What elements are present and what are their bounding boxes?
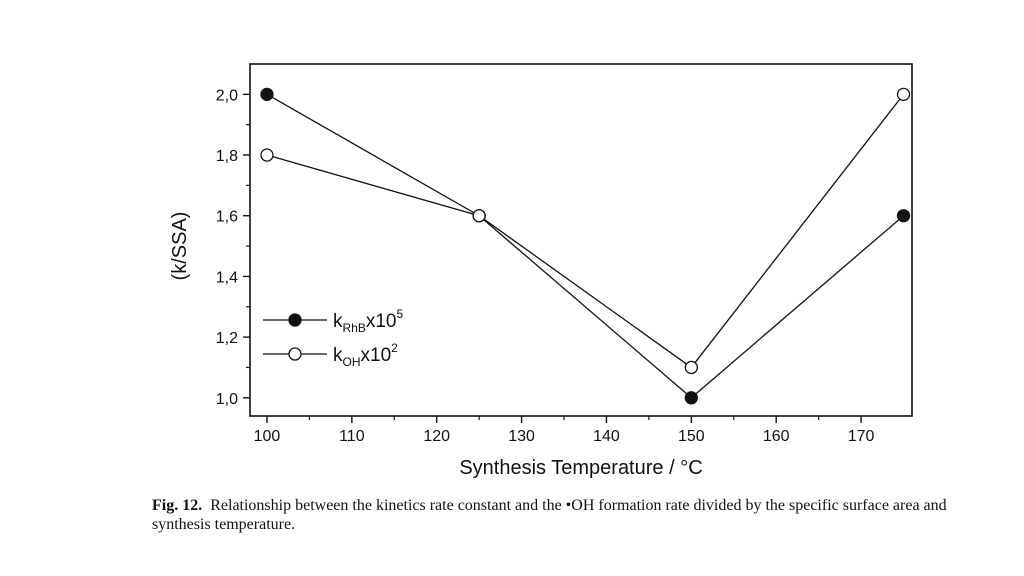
legend: kRhBx105 kOHx102 (263, 307, 403, 369)
series-line-rhb (266, 93, 904, 399)
series-markers (260, 87, 911, 405)
x-tick-label: 130 (508, 428, 535, 445)
x-tick-label: 100 (254, 428, 281, 445)
x-tick-label: 110 (339, 428, 365, 445)
legend-marker (288, 313, 302, 327)
chart: 100 110 120 130 140 150 160 170 1,0 1,2 1,4 1,6 1,8… (169, 63, 913, 479)
legend-marker (288, 347, 302, 361)
y-tick-label: 1,4 (216, 269, 238, 286)
x-tick-label: 160 (763, 428, 790, 445)
y-tick-label: 2,0 (216, 87, 238, 104)
y-tick-label: 1,6 (216, 209, 238, 226)
x-tick-label: 140 (593, 428, 620, 445)
x-axis: 100 110 120 130 140 150 160 170 (254, 416, 875, 445)
y-tick-label: 1,0 (216, 391, 238, 408)
data-point-rhb (896, 209, 911, 223)
x-tick-label: 170 (848, 428, 875, 445)
series-line-oh (266, 93, 905, 369)
plot-area-border (249, 63, 913, 417)
series-lines (266, 93, 905, 399)
legend-label: kRhBx105 (333, 307, 403, 335)
y-tick-label: 1,2 (216, 330, 238, 347)
x-tick-label: 150 (678, 428, 705, 445)
legend-label: kOHx102 (333, 341, 398, 369)
y-axis-title: (k/SSA) (169, 212, 191, 281)
data-point-oh (896, 87, 911, 101)
caption-label: Fig. 12. (152, 497, 203, 514)
plot-frame (249, 63, 913, 417)
caption-text: Relationship between the kinetics rate c… (152, 497, 947, 533)
data-point-oh (472, 209, 486, 223)
y-tick-label: 1,8 (216, 148, 238, 165)
y-axis: 1,0 1,2 1,4 1,6 1,8 2,0 (216, 87, 250, 408)
data-point-rhb (684, 391, 698, 405)
data-point-rhb (260, 87, 274, 101)
data-point-oh (684, 360, 698, 375)
x-axis-title: Synthesis Temperature / °C (459, 457, 702, 479)
figure-caption: Fig. 12. Relationship between the kineti… (152, 496, 952, 534)
data-point-oh (260, 148, 274, 162)
x-tick-label: 120 (423, 428, 450, 445)
